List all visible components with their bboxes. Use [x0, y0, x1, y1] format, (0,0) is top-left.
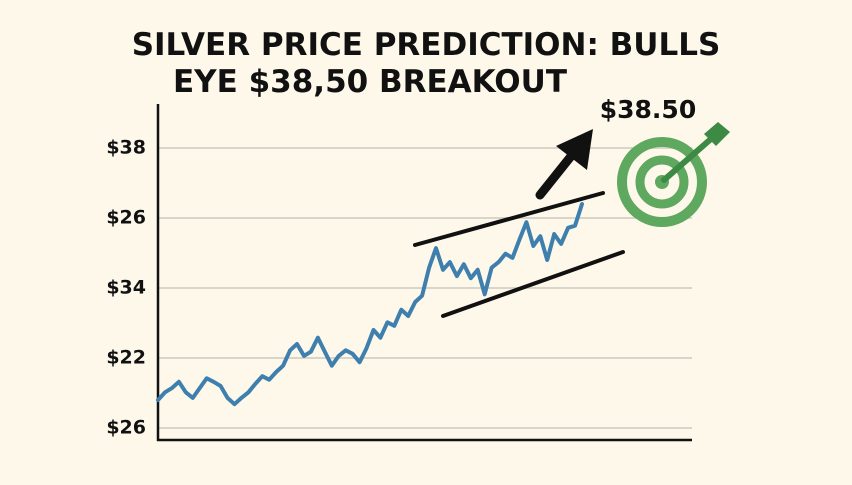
- target-icon: [617, 122, 730, 227]
- chart-title: EYE $38,50 BREAKOUT: [173, 64, 567, 100]
- y-tick-label: $38: [106, 137, 146, 159]
- channel-line: [413, 191, 605, 247]
- trend-arrow: [535, 150, 577, 200]
- target-ring: [617, 137, 707, 227]
- y-tick-label: $22: [106, 347, 146, 369]
- y-tick-label: $26: [106, 417, 146, 439]
- y-tick-label: $34: [106, 277, 146, 299]
- channel-line: [441, 250, 625, 318]
- y-tick-label: $26: [106, 207, 146, 229]
- price-line: [156, 202, 584, 407]
- chart-title: SILVER PRICE PREDICTION: BULLS: [132, 27, 721, 63]
- target-ring: [635, 155, 689, 209]
- dart-fletch: [704, 122, 730, 146]
- dart: [661, 135, 715, 183]
- trend-arrow-head: [556, 129, 593, 170]
- target-label: $38.50: [600, 95, 696, 124]
